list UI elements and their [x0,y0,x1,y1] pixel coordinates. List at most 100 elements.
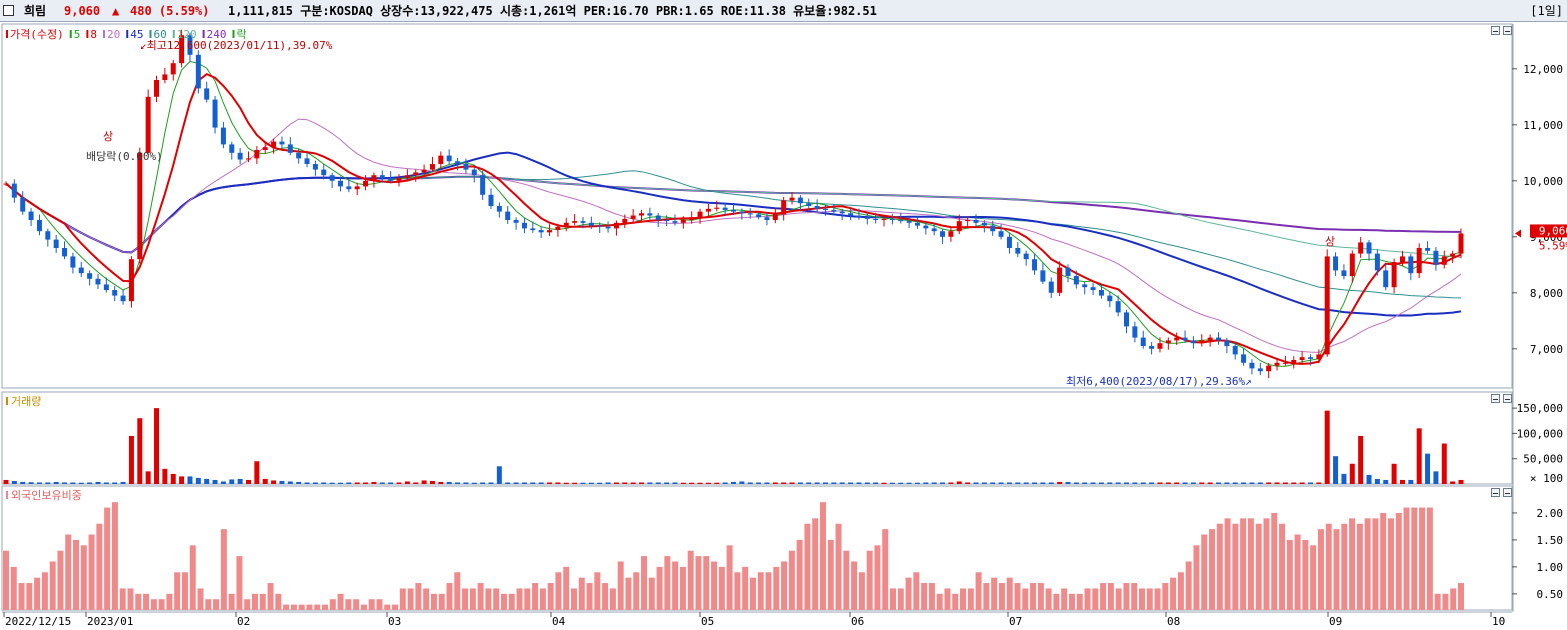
price-candle [1349,253,1355,276]
foreign-ratio-bar [890,588,897,610]
volume-bar [973,482,979,484]
foreign-ratio-bar [1279,523,1286,610]
foreign-ratio-bar [882,529,889,610]
price-candle [429,164,435,170]
price-panel-close-button[interactable] [1503,26,1512,35]
foreign-ratio-bar [1395,512,1402,610]
x-tick-label: 05 [701,615,714,628]
foreign-ratio-bar [1084,588,1091,610]
foreign-ratio-bar [119,588,126,610]
legend-6-label: 120 [177,28,197,41]
foreign-panel-close-button[interactable] [1503,488,1512,497]
volume-bar [981,482,987,484]
x-tick-label: 02 [237,615,250,628]
foreign-ratio-bar [1302,539,1309,610]
volume-bar [1399,479,1405,484]
price-panel-minimize-button[interactable] [1491,26,1500,35]
volume-bar [563,482,569,484]
volume-bar [864,482,870,484]
volume-bar [1374,478,1380,484]
volume-bar [530,482,536,484]
volume-bar [421,480,427,484]
price-candle [1040,270,1046,282]
foreign-panel-minimize-button[interactable] [1491,488,1500,497]
foreign-ratio-bar [998,583,1005,610]
price-candle [379,175,385,178]
price-candle [296,152,302,159]
foreign-ratio-bar [57,550,64,610]
foreign-ratio-bar [516,588,523,610]
volume-bar [1098,482,1104,484]
price-candle [1232,346,1238,355]
foreign-ratio-bar [1115,588,1122,610]
price-candle [413,172,419,176]
volume-bar [547,482,553,484]
volume-panel-close-button[interactable] [1503,394,1512,403]
price-candle [1065,267,1071,276]
price-candle [471,169,477,176]
x-tick-label: 09 [1329,615,1342,628]
foreign-ratio-bar [609,588,616,610]
price-candle [1224,340,1230,346]
volume-panel-minimize-button[interactable] [1491,394,1500,403]
volume-bar [772,482,778,484]
legend-3-label: 20 [107,28,120,41]
price-candle [580,221,586,223]
volume-bar [931,482,937,484]
legend-7-label: 240 [207,28,227,41]
volume-bar [337,482,343,484]
volume-bar [1057,481,1063,484]
price-candle [622,218,628,223]
foreign-tick-label: 2.00 [1537,507,1564,520]
foreign-ratio-bar [812,518,819,610]
price-candle [1316,354,1322,359]
legend-8-label: 락 [236,28,246,41]
x-tick-label: 2023/01 [87,615,133,628]
price-candle [739,211,745,214]
foreign-ratio-bar [656,566,663,610]
volume-bar [822,482,828,484]
last-price-arrow [1515,229,1521,238]
foreign-ratio-bar [617,561,624,610]
foreign-ratio-bar [633,572,640,610]
volume-bar [3,479,9,484]
price-candle [1174,337,1180,341]
select-checkbox[interactable] [3,5,14,16]
price-candle [128,259,134,302]
price-candle [856,215,862,218]
volume-bar [1015,482,1021,484]
price-candle [831,209,837,212]
price-candle [714,207,720,209]
foreign-ratio-bar [1380,512,1387,610]
volume-bar [212,479,218,484]
price-tick-label: 8,000 [1530,287,1563,300]
foreign-legend-swatch [6,491,8,499]
volume-bar [630,482,636,484]
x-tick-label: 08 [1167,615,1180,628]
volume-bar [588,482,594,484]
volume-bar [605,482,611,484]
price-candle [931,228,937,232]
foreign-ratio-bar [765,572,772,610]
volume-bar [1149,482,1155,484]
price-tick-label: 12,000 [1523,63,1563,76]
low-price-annotation: 최저6,400(2023/08/17),29.36%↗ [1066,375,1252,388]
volume-bar [1174,482,1180,484]
price-candle [806,203,812,206]
foreign-ratio-bar [462,588,469,610]
price-candle [973,220,979,223]
price-candle [1032,259,1038,271]
volume-bar [1190,482,1196,484]
foreign-ratio-bar [1037,583,1044,610]
price-candle [1216,337,1221,341]
price-candle [254,150,260,159]
volume-bar [906,482,912,484]
volume-bar [145,471,151,484]
volume-bar [246,479,251,484]
foreign-ratio-bar [283,604,290,610]
price-candle [1408,256,1414,274]
foreign-ratio-bar [1286,539,1293,610]
period-selector[interactable]: [1일] [1530,4,1563,18]
price-candle [137,152,143,260]
